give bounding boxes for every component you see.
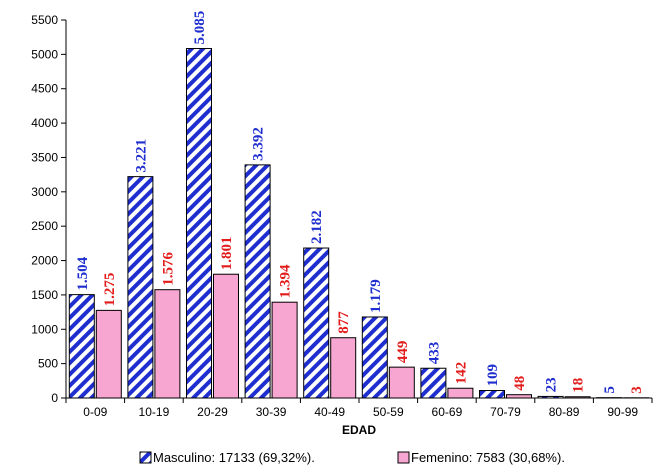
data-label-masculino: 109 [485,364,501,387]
y-tick-label: 500 [38,357,58,371]
data-label-masculino: 2.182 [309,210,325,244]
bar-masculino [186,48,212,399]
bar-femenino [271,301,298,399]
bar-femenino [213,273,239,399]
bar-masculino [303,247,330,399]
bar-femenino [447,387,474,399]
y-tick-label: 1500 [31,288,58,302]
bar-masculino [361,316,388,399]
y-tick-label: 5500 [31,13,58,27]
bar-masculino [68,294,95,399]
data-label-masculino: 5.085 [192,11,208,45]
bar-masculino [479,390,505,399]
plot-area [66,20,652,398]
data-label-femenino: 1.394 [278,264,294,298]
y-tick-label: 5000 [31,47,58,61]
bar-femenino [564,396,591,399]
bar-femenino [95,309,122,399]
bar-masculino [244,164,271,399]
y-tick-label: 4500 [31,82,58,96]
bar-masculino [420,367,447,399]
data-label-masculino: 1.504 [75,256,91,290]
data-label-masculino: 433 [426,342,442,365]
legend-swatch-masculino [139,451,152,464]
bars [68,48,650,399]
x-tick-label: 10-19 [139,405,170,419]
data-label-masculino: 5 [602,386,618,394]
data-label-femenino: 18 [571,378,587,393]
bar-masculino [537,395,564,399]
y-tick-label: 2000 [31,254,58,268]
x-tick-label: 50-59 [373,405,404,419]
x-tick-label: 70-79 [490,405,521,419]
x-axis-title: EDAD [342,423,376,437]
y-tick-label: 1000 [31,322,58,336]
legend-label-femenino: Femenino: 7583 (30,68%). [411,450,565,465]
legend-swatch-femenino [397,451,410,464]
y-tick-label: 0 [51,391,58,405]
plot-background [66,20,652,398]
bar-femenino [154,289,181,399]
data-label-femenino: 1.275 [102,273,118,307]
x-tick-label: 60-69 [432,405,463,419]
axes: 0 500 1000 1500 2000 2500 3000 3500 4000 4500 5000… [31,13,653,419]
data-label-masculino: 23 [544,377,560,392]
data-label-femenino: 877 [336,311,352,334]
data-label-femenino: 1.576 [160,251,176,285]
data-label-femenino: 48 [512,376,528,391]
data-label-femenino: 1.801 [219,236,235,270]
bar-femenino [388,366,415,399]
y-tick-label: 2500 [31,219,58,233]
data-labels: 1.504 1.275 3.221 1.576 5.085 1.801 3.392 1.394… [75,11,645,394]
data-label-femenino: 142 [453,362,469,385]
x-tick-label: 90-99 [607,405,638,419]
y-tick-label: 4000 [31,116,58,130]
x-tick-label: 20-29 [197,405,228,419]
data-label-femenino: 3 [629,386,645,394]
data-label-masculino: 3.221 [133,139,149,173]
data-label-femenino: 449 [395,341,411,364]
x-tick-label: 80-89 [549,405,580,419]
bar-femenino [506,394,532,399]
y-tick-label: 3500 [31,150,58,164]
legend-label-masculino: Masculino: 17133 (69,32%). [153,450,315,465]
x-tick-label: 0-09 [83,405,107,419]
x-tick-label: 40-49 [314,405,345,419]
y-tick-label: 3000 [31,185,58,199]
data-label-masculino: 1.179 [368,279,384,313]
bar-femenino [330,337,357,399]
x-tick-label: 30-39 [256,405,287,419]
data-label-masculino: 3.392 [251,127,267,161]
legend: Masculino: 17133 (69,32%). Femenino: 758… [139,450,565,465]
bar-masculino [127,176,154,399]
